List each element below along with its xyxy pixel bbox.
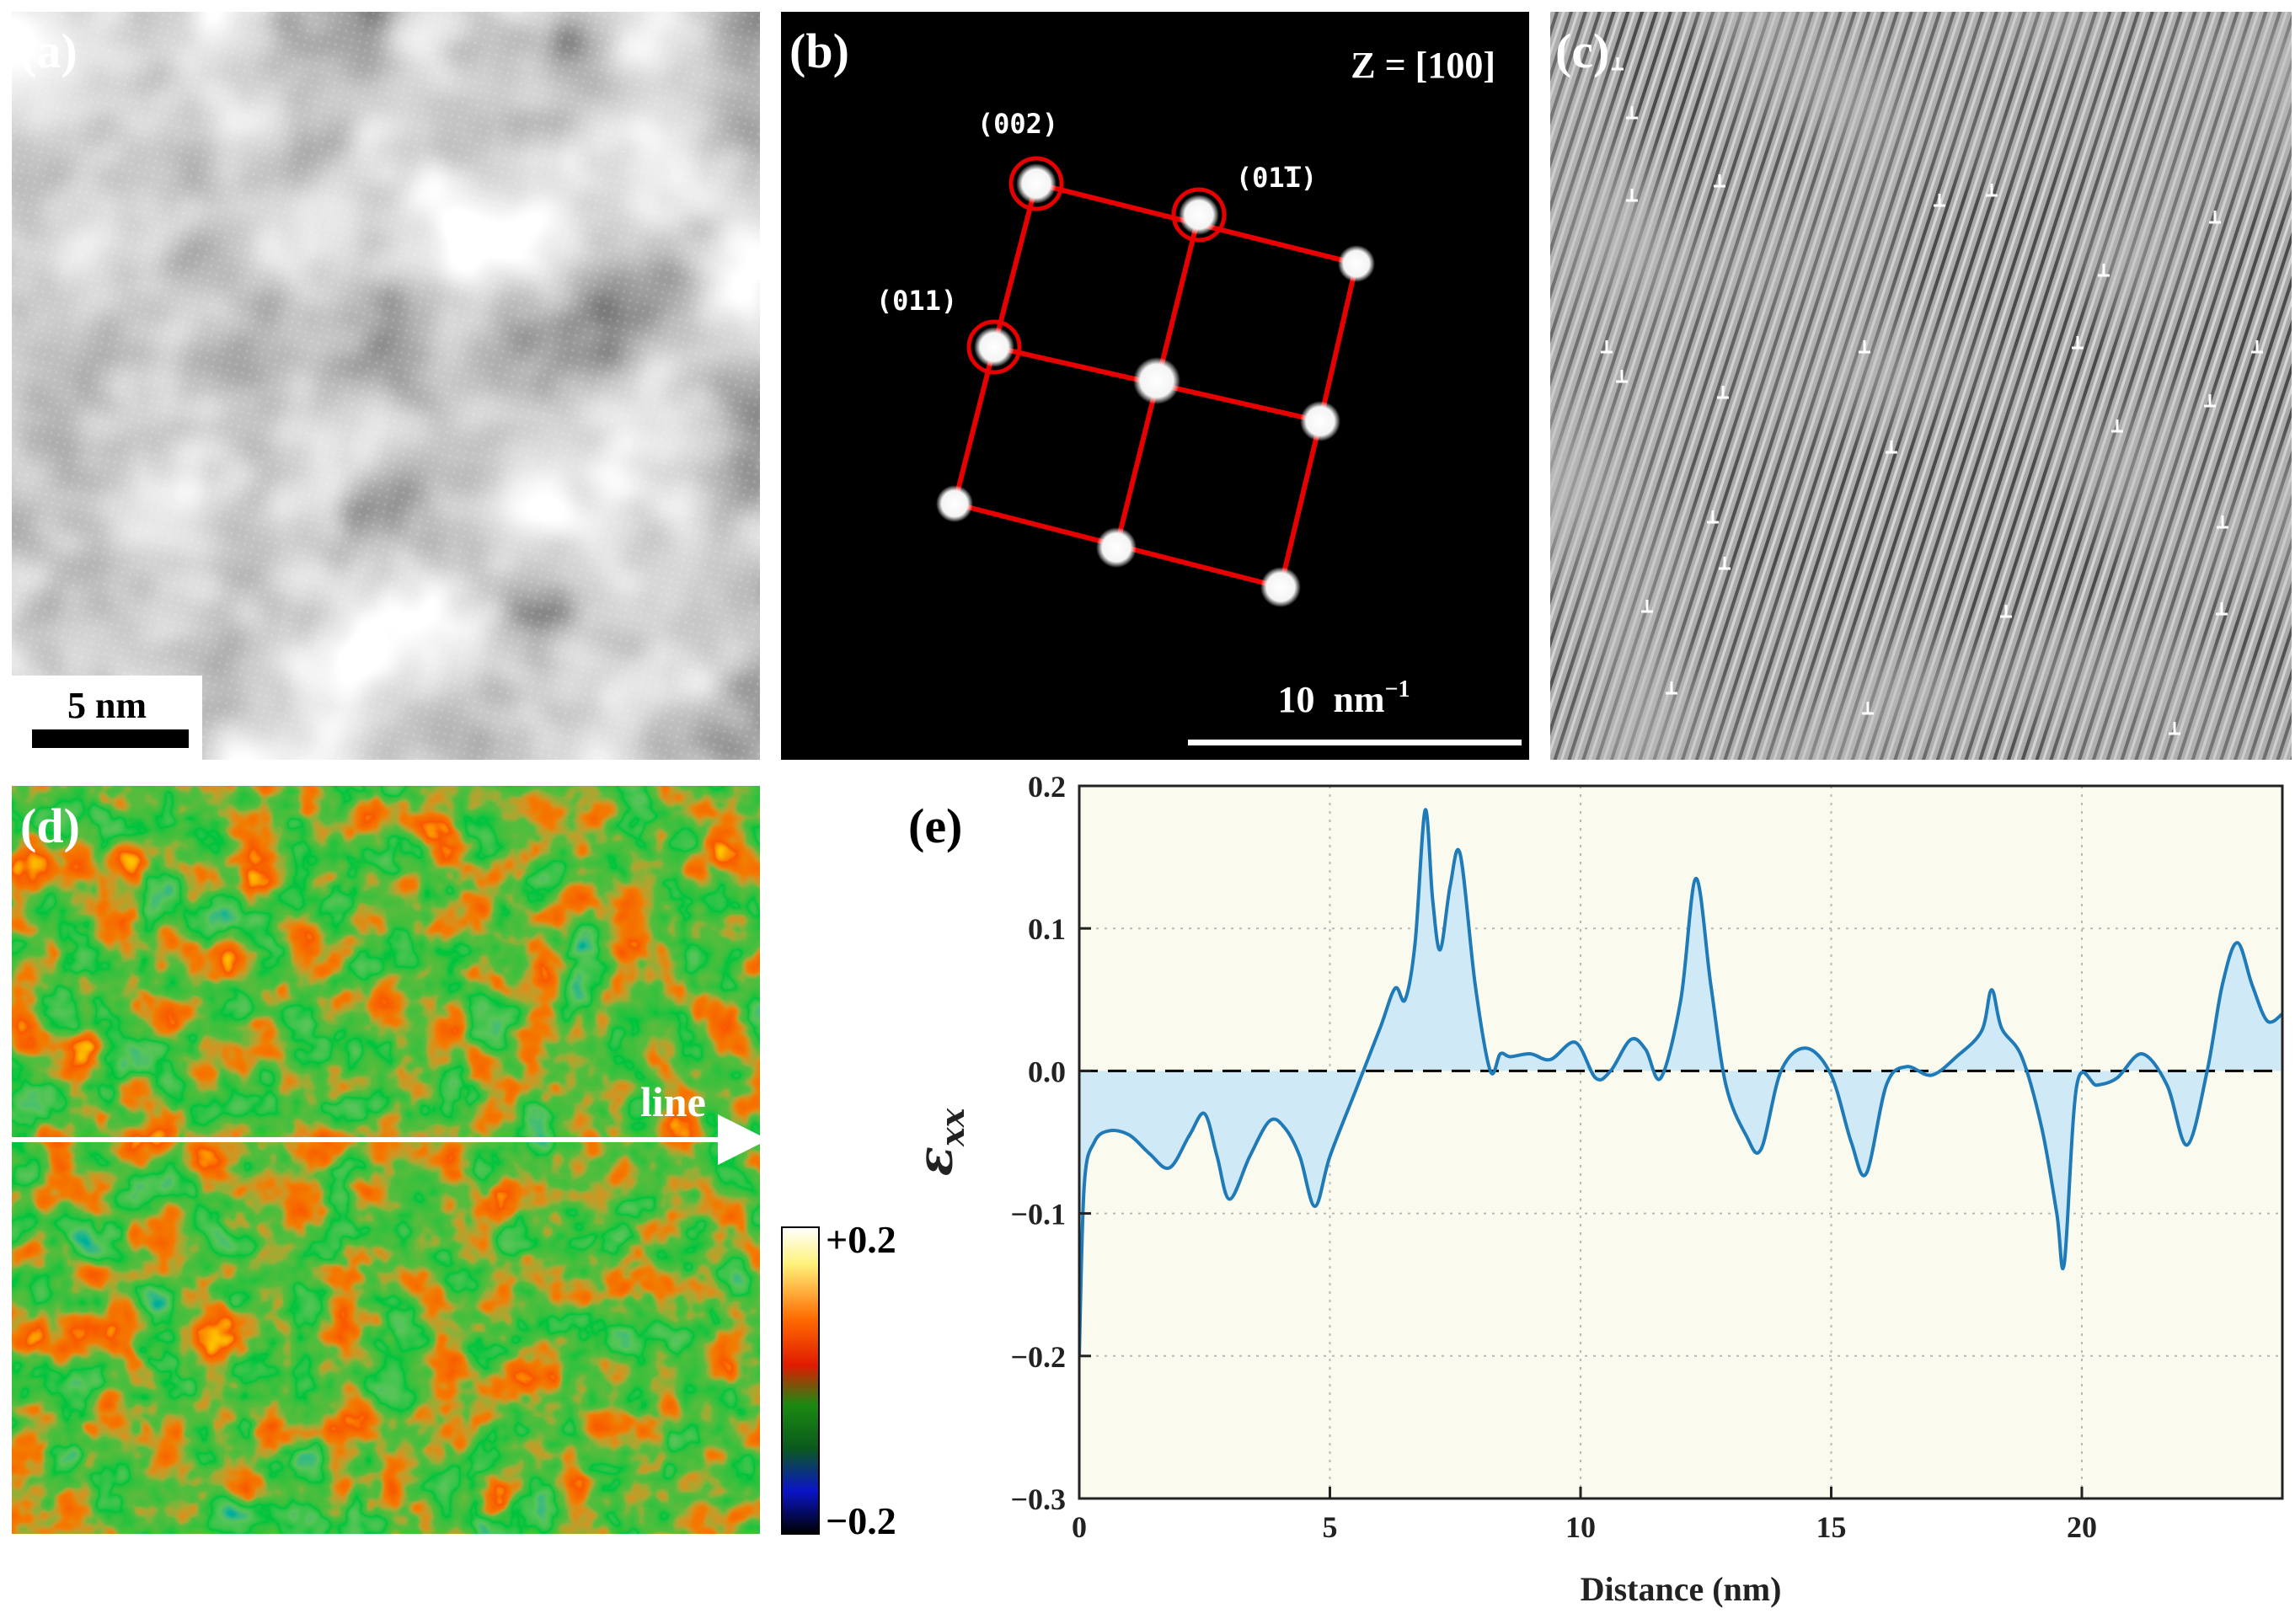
y-tick-label: −0.3 (1010, 1482, 1066, 1516)
colorbar (781, 1226, 820, 1535)
x-axis-title: Distance (nm) (1581, 1570, 1782, 1608)
y-tick-label: 0.0 (1028, 1055, 1066, 1088)
spot-label-0-11: (01̅1) (1236, 162, 1317, 194)
spot (936, 485, 973, 522)
colorbar-min-label: −0.2 (826, 1499, 896, 1542)
x-tick-label: 20 (2067, 1510, 2097, 1544)
y-tick-label: −0.2 (1010, 1340, 1066, 1374)
lattice-overlay (12, 12, 760, 760)
panel-label-c: (c) (1555, 24, 1609, 78)
panel-b: (b) Z = [100] (002) (01̅1) (011) 10 n (781, 12, 1529, 760)
zone-axis-label: Z = [100] (1351, 45, 1495, 86)
spot (1179, 195, 1219, 235)
spot-label-002: (002) (977, 108, 1058, 140)
panel-label-a: (a) (20, 24, 78, 78)
x-tick-label: 15 (1816, 1510, 1847, 1544)
profile-line-label: line (640, 1078, 706, 1125)
panel-a: (a) 5 nm (12, 12, 760, 760)
panel-label-e: (e) (908, 799, 962, 853)
scale-bar (32, 729, 189, 748)
spot (1133, 357, 1180, 404)
dislocation-markers (1601, 57, 2263, 735)
y-tick-label: 0.1 (1028, 912, 1066, 946)
reciprocal-scale-label: 10 nm−1 (1277, 676, 1410, 720)
y-axis-title-main: ε (907, 1146, 964, 1176)
ifft-shading (1550, 12, 2292, 760)
scale-number: 10 (1277, 679, 1314, 720)
plot-frame (1078, 784, 2284, 1500)
panel-e: (e) 0.2 0.1 0.0 −0.1 −0.2 −0.3 0 5 10 15 20 Dista… (907, 770, 2284, 1608)
y-ticks: 0.2 0.1 0.0 −0.1 −0.2 −0.3 (1010, 770, 1091, 1516)
series-line (1079, 808, 2282, 1356)
strain-map (12, 786, 760, 1534)
y-axis-title-sub: xx (934, 1107, 971, 1147)
spot-label-011: (011) (876, 285, 957, 317)
y-tick-label: 0.2 (1028, 770, 1066, 804)
spot (1338, 245, 1375, 282)
spot (1300, 401, 1340, 441)
x-ticks: 0 5 10 15 20 (1072, 1487, 2097, 1544)
panel-label-b: (b) (789, 24, 849, 78)
panel-c: (c) (1550, 12, 2292, 760)
diffraction-spots (936, 163, 1375, 607)
scale-bar-label: 5 nm (67, 685, 147, 726)
scale-unit: nm (1333, 679, 1384, 720)
x-tick-label: 5 (1323, 1510, 1338, 1544)
colorbar-max-label: +0.2 (826, 1218, 896, 1261)
gridlines (1079, 786, 2282, 1498)
y-tick-label: −0.1 (1010, 1198, 1066, 1231)
x-tick-label: 10 (1565, 1510, 1596, 1544)
spot (1260, 567, 1301, 607)
spot (974, 327, 1014, 367)
series-fill (1079, 809, 2282, 1356)
spot (1016, 163, 1057, 204)
panel-label-d: (d) (20, 799, 80, 853)
reciprocal-scale-bar (1188, 740, 1522, 745)
scale-exponent: −1 (1385, 676, 1410, 702)
spot (1096, 527, 1137, 568)
y-axis-title: εxx (907, 1107, 971, 1176)
panel-d: (d) line +0.2 −0.2 (12, 786, 896, 1542)
indexed-spot-circles (966, 156, 1227, 375)
plot-area (1079, 786, 2282, 1498)
x-tick-label: 0 (1072, 1510, 1087, 1544)
